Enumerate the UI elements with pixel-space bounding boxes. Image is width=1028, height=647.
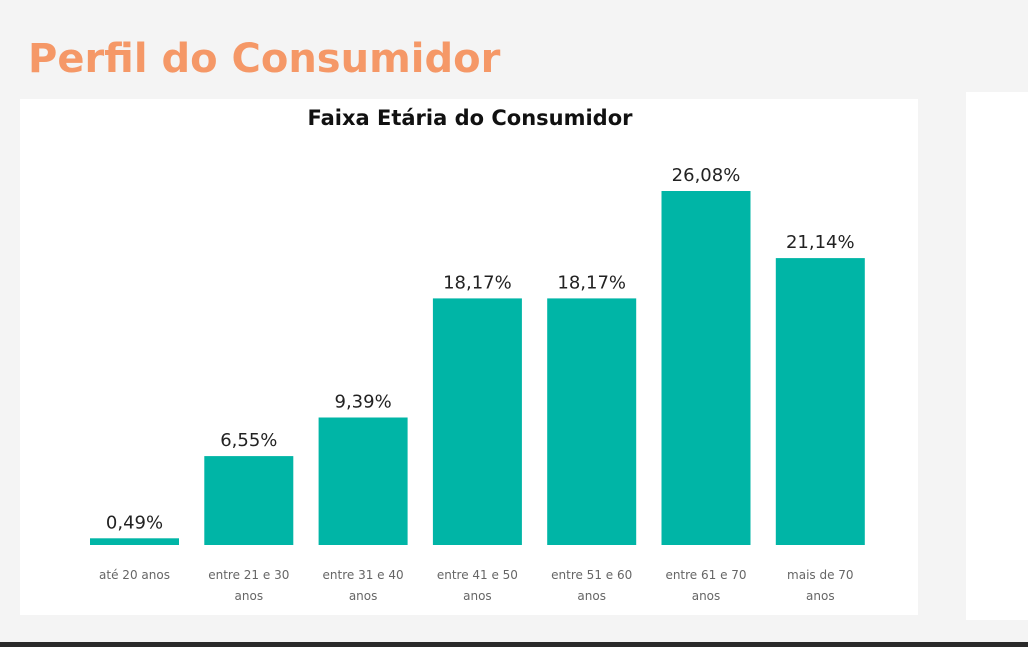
category-label-4-line-0: entre 51 e 60	[551, 568, 632, 582]
category-label-4-line-1: anos	[577, 589, 606, 603]
data-label-1: 6,55%	[220, 430, 277, 451]
data-label-4: 18,17%	[557, 272, 626, 293]
data-label-5: 26,08%	[672, 165, 741, 186]
data-label-2: 9,39%	[335, 392, 392, 413]
data-label-3: 18,17%	[443, 272, 512, 293]
bars-group: 0,49% até 20 anos 6,55% entre 21 e 30 anos 9,…	[90, 165, 865, 603]
age-chart-card: Faixa Etária do Consumidor 0,49% até 20 a…	[20, 99, 918, 615]
bar-5[interactable]	[661, 191, 751, 545]
side-panel	[966, 92, 1028, 620]
bar-0[interactable]	[90, 538, 179, 545]
category-label-5-line-0: entre 61 e 70	[665, 568, 746, 582]
category-label-1-line-0: entre 21 e 30	[208, 568, 289, 582]
bottom-divider	[0, 642, 1028, 647]
page-title: Perfil do Consumidor	[28, 36, 501, 82]
category-label-1-line-1: anos	[235, 589, 264, 603]
category-label-2-line-1: anos	[349, 589, 378, 603]
data-label-0: 0,49%	[106, 512, 163, 533]
category-label-6-line-1: anos	[806, 589, 835, 603]
category-label-3-line-0: entre 41 e 50	[437, 568, 518, 582]
age-bar-chart: Faixa Etária do Consumidor 0,49% até 20 a…	[90, 106, 865, 603]
bar-6[interactable]	[775, 258, 865, 545]
category-label-0-line-0: até 20 anos	[99, 568, 170, 582]
bar-1[interactable]	[204, 456, 294, 545]
bar-3[interactable]	[432, 298, 522, 545]
category-label-5-line-1: anos	[692, 589, 721, 603]
bar-4[interactable]	[547, 298, 637, 545]
category-label-3-line-1: anos	[463, 589, 492, 603]
bar-2[interactable]	[318, 417, 408, 546]
category-label-2-line-0: entre 31 e 40	[323, 568, 404, 582]
category-label-6-line-0: mais de 70	[787, 568, 854, 582]
chart-title: Faixa Etária do Consumidor	[307, 106, 633, 130]
data-label-6: 21,14%	[786, 232, 855, 253]
